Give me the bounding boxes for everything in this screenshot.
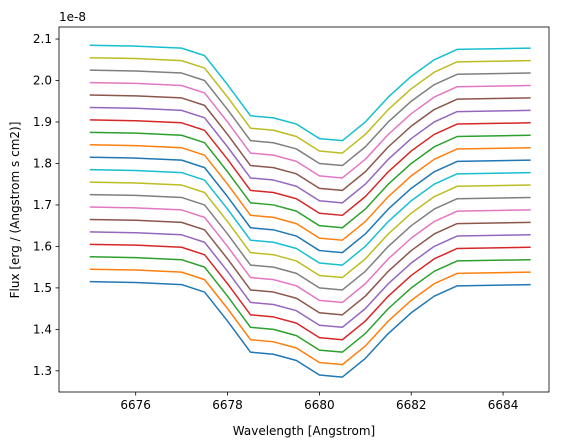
y-tick-label: 1.8 <box>33 156 52 170</box>
y-axis-label: Flux [erg / (Angstrom s cm2)] <box>8 122 22 299</box>
series-line <box>89 168 531 266</box>
series-line <box>89 69 531 167</box>
series-line <box>89 218 531 316</box>
y-tick-label: 1.6 <box>33 239 52 253</box>
series-line <box>89 81 531 179</box>
series-line <box>89 256 531 353</box>
series-line <box>89 144 531 241</box>
series-line <box>89 94 531 192</box>
series-line <box>89 231 531 329</box>
series-line <box>89 156 531 254</box>
y-tick-label: 1.3 <box>33 364 52 378</box>
y-offset-label: 1e-8 <box>59 10 86 24</box>
series-line <box>89 106 531 204</box>
series-line <box>89 119 531 217</box>
y-tick-label: 1.5 <box>33 281 52 295</box>
series-line <box>89 280 531 378</box>
series-line <box>89 44 531 142</box>
x-tick-label: 6678 <box>212 398 243 412</box>
y-tick-label: 1.4 <box>33 322 52 336</box>
plot-frame <box>58 26 550 393</box>
series-line <box>89 181 531 279</box>
series-line <box>89 193 531 291</box>
x-tick-label: 6676 <box>120 398 151 412</box>
series-line <box>89 243 531 341</box>
series-line <box>89 268 531 366</box>
x-tick-label: 6680 <box>304 398 335 412</box>
x-tick-label: 6684 <box>488 398 519 412</box>
series-line <box>89 56 531 154</box>
x-axis-label: Wavelength [Angstrom] <box>233 424 375 438</box>
y-tick-label: 2.0 <box>33 74 52 88</box>
y-tick-label: 2.1 <box>33 32 52 46</box>
series-line <box>89 206 531 304</box>
x-tick-label: 6682 <box>396 398 427 412</box>
y-tick-label: 1.9 <box>33 115 52 129</box>
series-line <box>89 131 531 229</box>
y-tick-label: 1.7 <box>33 198 52 212</box>
